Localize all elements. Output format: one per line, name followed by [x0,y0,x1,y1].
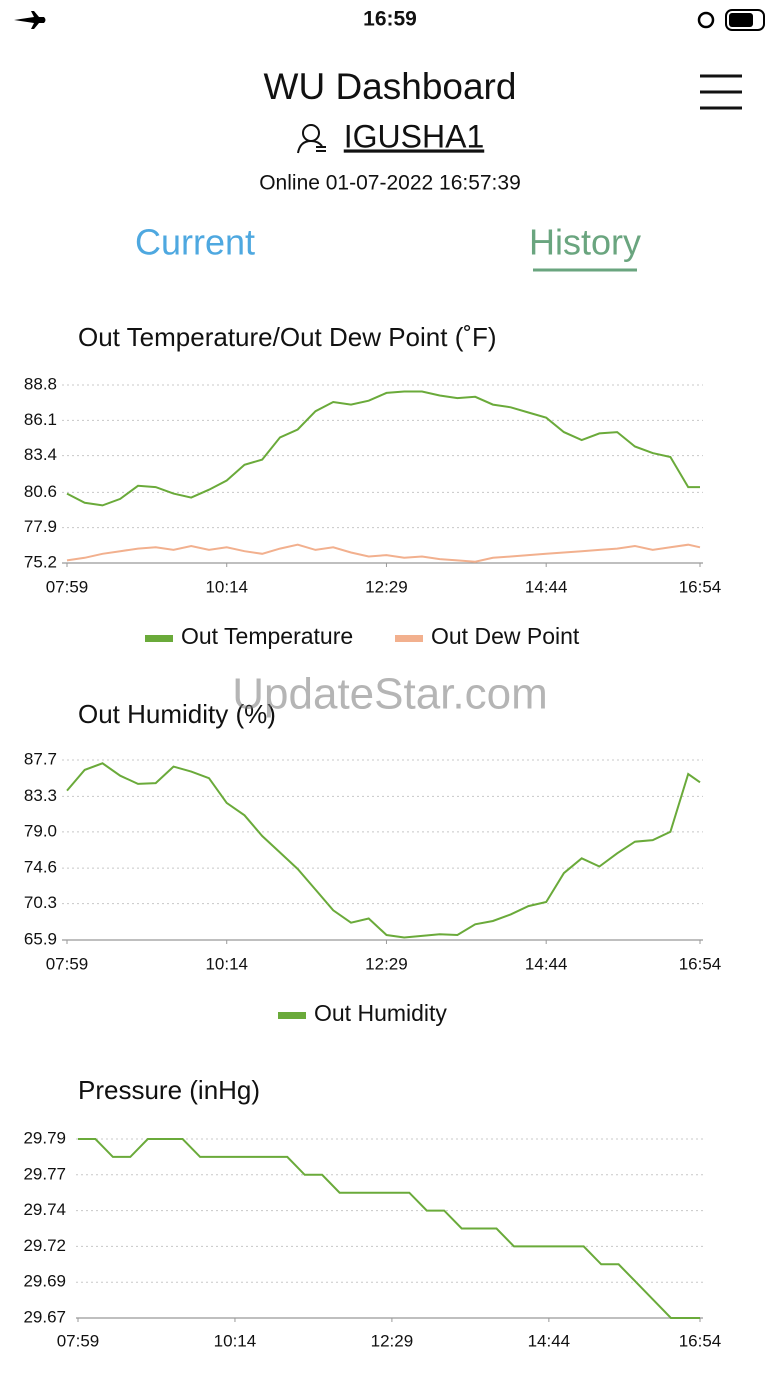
data-line [66,762,701,939]
legend-swatch [145,635,173,642]
x-tick-label: 12:29 [371,1331,414,1350]
y-tick-label: 29.67 [23,1307,66,1326]
x-tick-label: 10:14 [205,577,248,596]
tab-history[interactable]: History [529,222,641,263]
legend-label: Out Temperature [181,623,353,649]
y-tick-label: 29.74 [23,1200,66,1219]
y-tick-label: 86.1 [24,410,57,429]
watermark: UpdateStar.com [232,670,548,719]
app-title: WU Dashboard [264,66,517,107]
y-tick-label: 79.0 [24,821,57,840]
data-line [66,390,700,507]
x-tick-label: 12:29 [365,577,408,596]
x-tick-label: 14:44 [525,577,568,596]
x-tick-label: 16:54 [679,577,722,596]
online-status: Online 01-07-2022 16:57:39 [259,172,521,195]
y-tick-label: 83.3 [24,786,57,805]
chart-title: Out Temperature/Out Dew Point (˚F) [78,322,497,352]
chart-title: Out Humidity (%) [78,699,276,729]
data-line [78,1138,700,1319]
y-tick-label: 29.69 [23,1272,66,1291]
x-tick-label: 10:14 [214,1331,257,1350]
data-line [66,543,701,563]
y-tick-label: 83.4 [24,445,57,464]
y-tick-label: 88.8 [24,374,57,393]
x-tick-label: 10:14 [205,954,248,973]
y-tick-label: 80.6 [24,482,57,501]
status-time: 16:59 [363,8,417,31]
menu-button[interactable] [700,74,742,110]
tab-current[interactable]: Current [135,222,255,263]
y-tick-label: 77.9 [24,517,57,536]
battery-icon [725,9,765,31]
y-tick-label: 29.77 [23,1164,66,1183]
x-tick-label: 16:54 [679,1331,722,1350]
chart-title: Pressure (inHg) [78,1075,260,1105]
battery-level [729,13,753,27]
legend-swatch [395,635,423,642]
y-tick-label: 87.7 [24,749,57,768]
x-tick-label: 07:59 [57,1331,100,1350]
x-tick-label: 07:59 [46,577,89,596]
y-tick-label: 74.6 [24,858,57,877]
alarm-icon [697,11,715,29]
x-tick-label: 14:44 [528,1331,571,1350]
legend-label: Out Dew Point [431,623,580,649]
y-tick-label: 75.2 [24,552,57,571]
y-tick-label: 65.9 [24,929,57,948]
x-tick-label: 07:59 [46,954,89,973]
y-tick-label: 29.72 [23,1236,66,1255]
legend-label: Out Humidity [314,1000,447,1026]
station-link[interactable]: IGUSHA1 [344,118,484,154]
x-tick-label: 16:54 [679,954,722,973]
y-tick-label: 70.3 [24,893,57,912]
x-tick-label: 14:44 [525,954,568,973]
y-tick-label: 29.79 [23,1128,66,1147]
airplane-icon [14,11,46,29]
user-icon [297,124,326,154]
legend-swatch [278,1012,306,1019]
x-tick-label: 12:29 [365,954,408,973]
